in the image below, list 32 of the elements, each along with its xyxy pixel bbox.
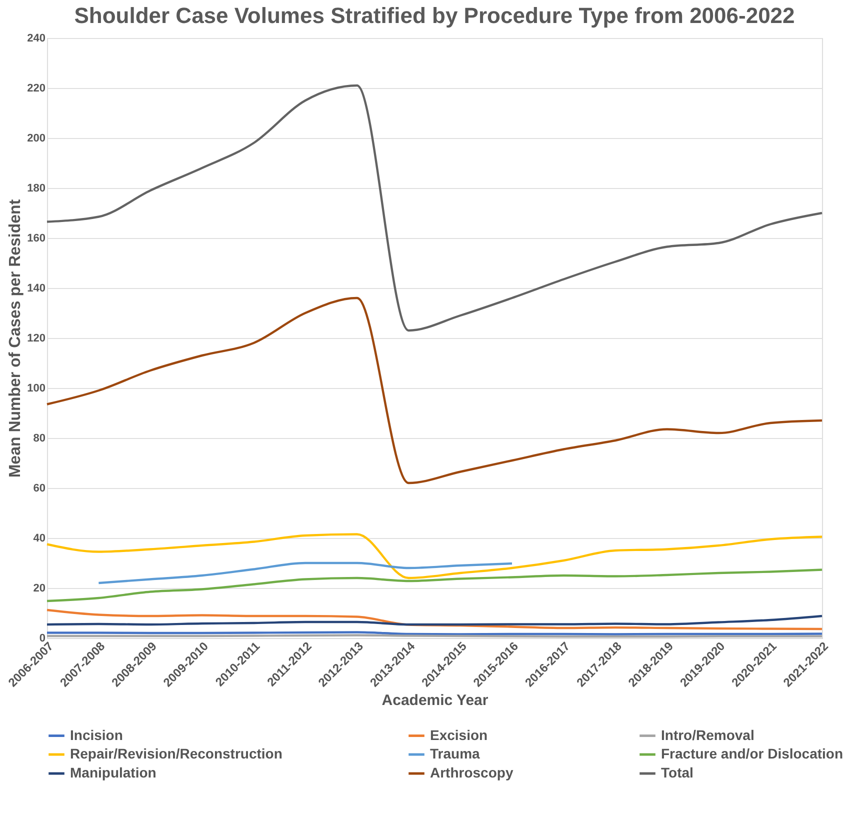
legend-label: Incision: [70, 726, 123, 743]
y-tick-label: 20: [33, 582, 46, 594]
y-tick-label: 100: [27, 382, 46, 394]
legend-label: Manipulation: [70, 764, 156, 780]
y-tick-label: 160: [27, 232, 46, 244]
legend-label: Total: [661, 764, 694, 780]
y-tick-label: 140: [27, 282, 46, 294]
y-tick-label: 60: [33, 482, 46, 494]
y-tick-label: 40: [33, 532, 46, 544]
y-tick-label: 120: [27, 332, 46, 344]
line-series: [46, 296, 824, 484]
y-axis-title: Mean Number of Cases per Resident: [7, 198, 24, 478]
legend-label: Excision: [430, 726, 488, 743]
y-tick-label: 180: [27, 182, 46, 194]
line-series: [98, 562, 514, 584]
chart-title: Shoulder Case Volumes Stratified by Procedure Type from 2006-2022: [74, 3, 795, 28]
y-tick-label: 240: [27, 32, 46, 44]
legend-label: Fracture and/or Dislocation: [661, 746, 844, 762]
y-tick-label: 0: [39, 632, 46, 644]
legend-label: Arthroscopy: [430, 764, 514, 780]
legend-label: Intro/Removal: [661, 726, 754, 743]
line-series: [46, 84, 824, 332]
y-tick-label: 80: [33, 432, 46, 444]
line-series: [46, 608, 824, 630]
x-axis-title: Academic Year: [382, 692, 488, 709]
line-series: [46, 614, 824, 626]
line-series: [46, 533, 824, 580]
line-series: [46, 568, 824, 602]
y-tick-label: 200: [27, 132, 46, 144]
y-tick-label: 220: [27, 82, 46, 94]
legend-label: Repair/Revision/Reconstruction: [70, 746, 282, 762]
legend-label: Trauma: [430, 746, 480, 762]
